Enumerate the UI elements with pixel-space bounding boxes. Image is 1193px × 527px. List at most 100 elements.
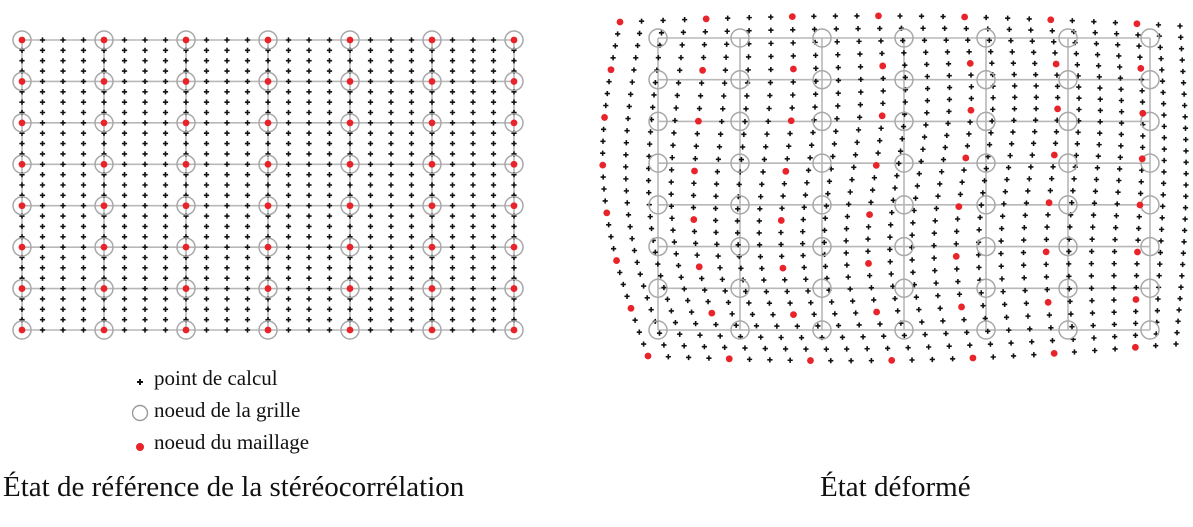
- calc-point: [1069, 324, 1075, 330]
- grid-node: [1058, 195, 1078, 215]
- calc-point: [449, 317, 456, 323]
- calc-point: [870, 187, 876, 193]
- mesh-node: [346, 78, 354, 85]
- calc-point: [1095, 63, 1102, 69]
- calc-point: [490, 78, 497, 85]
- calc-point: [855, 26, 861, 32]
- calc-point: [39, 275, 46, 281]
- calc-point: [449, 244, 456, 250]
- calc-point: [671, 239, 677, 245]
- mesh-node: [100, 36, 108, 44]
- calc-point: [511, 99, 517, 105]
- calc-point: [813, 78, 819, 84]
- calc-point: [1096, 142, 1102, 148]
- calc-point: [1031, 352, 1037, 358]
- calc-point: [449, 296, 456, 302]
- calc-point: [981, 178, 988, 184]
- calc-point: [449, 151, 456, 157]
- mesh-node: [1132, 296, 1140, 303]
- calc-point: [224, 306, 230, 312]
- grid-node: [894, 69, 914, 90]
- calc-point: [203, 327, 210, 333]
- calc-point: [858, 76, 864, 83]
- calc-point: [986, 142, 993, 148]
- calc-point: [900, 37, 906, 44]
- calc-point: [490, 285, 497, 292]
- calc-point: [1139, 88, 1145, 94]
- calc-point: [1092, 30, 1098, 36]
- calc-point: [203, 47, 210, 53]
- calc-point: [60, 140, 66, 147]
- mesh-node: [790, 311, 797, 319]
- calc-point: [852, 152, 859, 158]
- mesh-node: [1138, 155, 1146, 163]
- calc-point: [1066, 286, 1072, 292]
- calc-point: [829, 299, 835, 305]
- calc-point: [722, 67, 729, 73]
- calc-point: [203, 213, 210, 219]
- calc-point: [285, 172, 292, 178]
- calc-point: [759, 265, 765, 272]
- calc-point: [975, 252, 982, 258]
- calc-point: [800, 229, 806, 235]
- calc-point: [367, 172, 374, 178]
- calc-point: [285, 68, 292, 74]
- calc-point: [203, 120, 210, 126]
- mesh-node: [1050, 151, 1058, 159]
- mesh-node: [690, 216, 698, 223]
- calc-point: [603, 102, 609, 109]
- calc-point: [142, 223, 148, 230]
- mesh-node: [510, 119, 518, 127]
- grid-node: [176, 113, 196, 133]
- calc-point: [713, 321, 719, 328]
- calc-point: [713, 181, 720, 187]
- calc-point: [693, 321, 699, 327]
- mesh-node: [510, 160, 518, 168]
- calc-point: [953, 241, 959, 247]
- calc-point: [162, 234, 169, 240]
- calc-point: [162, 37, 169, 43]
- calc-point: [1055, 94, 1061, 101]
- calc-point: [968, 95, 974, 102]
- mesh-node: [1139, 109, 1147, 117]
- mesh-node: [264, 326, 272, 334]
- grid-node: [1140, 28, 1160, 48]
- calc-point: [285, 99, 292, 105]
- mesh-node: [264, 285, 272, 292]
- calc-point: [285, 109, 292, 116]
- calc-point: [813, 65, 819, 71]
- calc-point: [142, 47, 148, 53]
- calc-point: [490, 223, 497, 230]
- calc-point: [408, 161, 415, 167]
- calc-point: [490, 182, 497, 188]
- mesh-node: [182, 243, 190, 251]
- mesh-node: [866, 211, 873, 219]
- calc-point: [738, 156, 745, 163]
- calc-point: [608, 234, 614, 240]
- grid-node: [976, 195, 996, 215]
- calc-point: [142, 182, 148, 188]
- calc-point: [121, 296, 128, 302]
- calc-point: [1022, 287, 1028, 294]
- calc-point: [694, 252, 700, 258]
- calc-point: [1066, 261, 1072, 267]
- calc-point: [999, 276, 1005, 282]
- calc-point: [1033, 83, 1039, 89]
- calc-point: [1076, 106, 1082, 113]
- calc-point: [367, 140, 374, 147]
- calc-point: [1179, 273, 1185, 279]
- calc-point: [600, 174, 606, 180]
- calc-point: [388, 89, 394, 95]
- calc-point: [1001, 201, 1007, 207]
- calc-point: [978, 202, 984, 208]
- calc-point: [1052, 140, 1059, 146]
- calc-point: [807, 155, 813, 161]
- calc-point: [888, 222, 894, 228]
- calc-point: [1090, 322, 1096, 329]
- calc-point: [944, 49, 951, 55]
- calc-point: [1089, 248, 1095, 254]
- calc-point: [39, 68, 46, 74]
- calc-point: [162, 223, 169, 230]
- calc-point: [490, 265, 497, 271]
- calc-point: [1112, 334, 1118, 340]
